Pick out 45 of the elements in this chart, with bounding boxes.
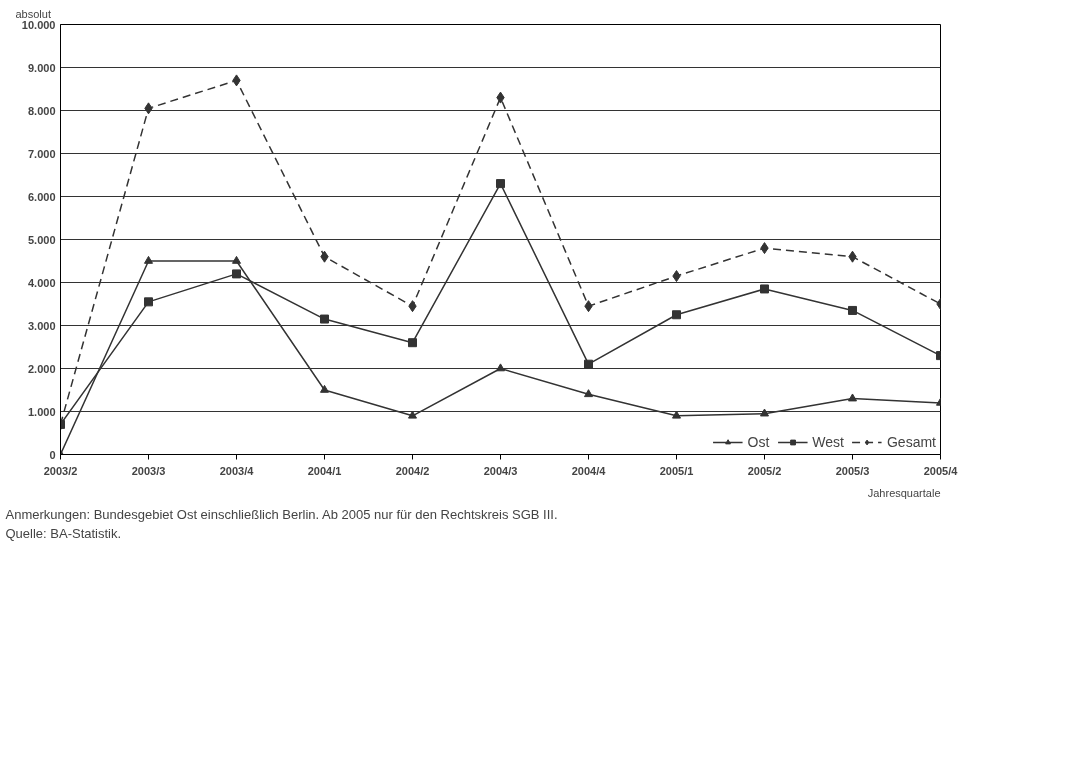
x-axis-title: Jahresquartale xyxy=(867,486,941,499)
point xyxy=(848,305,857,315)
y-tick-label: 7.000 xyxy=(27,147,56,160)
point xyxy=(496,179,505,189)
y-tick-label: 8.000 xyxy=(27,104,56,117)
point xyxy=(672,310,681,320)
y-axis-title: absolut xyxy=(15,7,51,20)
text: Anmerkungen: Bundesgebiet Ost einschließlich Berlin. Ab 2005 nur für den Rechtskreis SGB III. xyxy=(5,506,558,522)
y-tick-label: 1.000 xyxy=(27,405,56,418)
x-tick-label: 2005/1 xyxy=(659,464,694,477)
x-tick-label: 2005/4 xyxy=(923,464,959,477)
y-tick-label: 6.000 xyxy=(27,190,56,203)
legend-label: Gesamt xyxy=(886,434,936,450)
point xyxy=(584,359,593,369)
point xyxy=(760,408,769,417)
point xyxy=(584,389,593,398)
point xyxy=(408,338,417,348)
x-tick-label: 2003/3 xyxy=(131,464,166,477)
y-tick-label: 9.000 xyxy=(27,61,56,74)
x-tick-label: 2003/4 xyxy=(219,464,255,477)
y-tick-label: 10.000 xyxy=(21,18,56,31)
point xyxy=(232,269,241,279)
x-tick-label: 2004/4 xyxy=(571,464,607,477)
point xyxy=(144,255,153,264)
point xyxy=(320,384,329,393)
x-tick-label: 2005/2 xyxy=(747,464,782,477)
y-tick-label: 0 xyxy=(49,448,56,461)
x-tick-label: 2005/3 xyxy=(835,464,870,477)
y-tick-label: 5.000 xyxy=(27,233,56,246)
point xyxy=(848,393,857,402)
y-tick-label: 3.000 xyxy=(27,319,56,332)
x-tick-label: 2004/2 xyxy=(395,464,430,477)
point xyxy=(232,255,241,264)
x-tick-label: 2004/1 xyxy=(307,464,342,477)
point xyxy=(144,297,153,307)
point xyxy=(320,314,329,324)
x-tick-label: 2004/3 xyxy=(483,464,518,477)
source-note: Quelle: BA-Statistik. xyxy=(5,525,122,541)
x-tick-label: 2003/2 xyxy=(43,464,78,477)
legend-label: Ost xyxy=(747,434,770,450)
y-tick-label: 2.000 xyxy=(27,362,56,375)
point xyxy=(760,284,769,294)
point xyxy=(496,363,505,372)
y-tick-label: 4.000 xyxy=(27,276,56,289)
legend-label: West xyxy=(812,434,844,450)
